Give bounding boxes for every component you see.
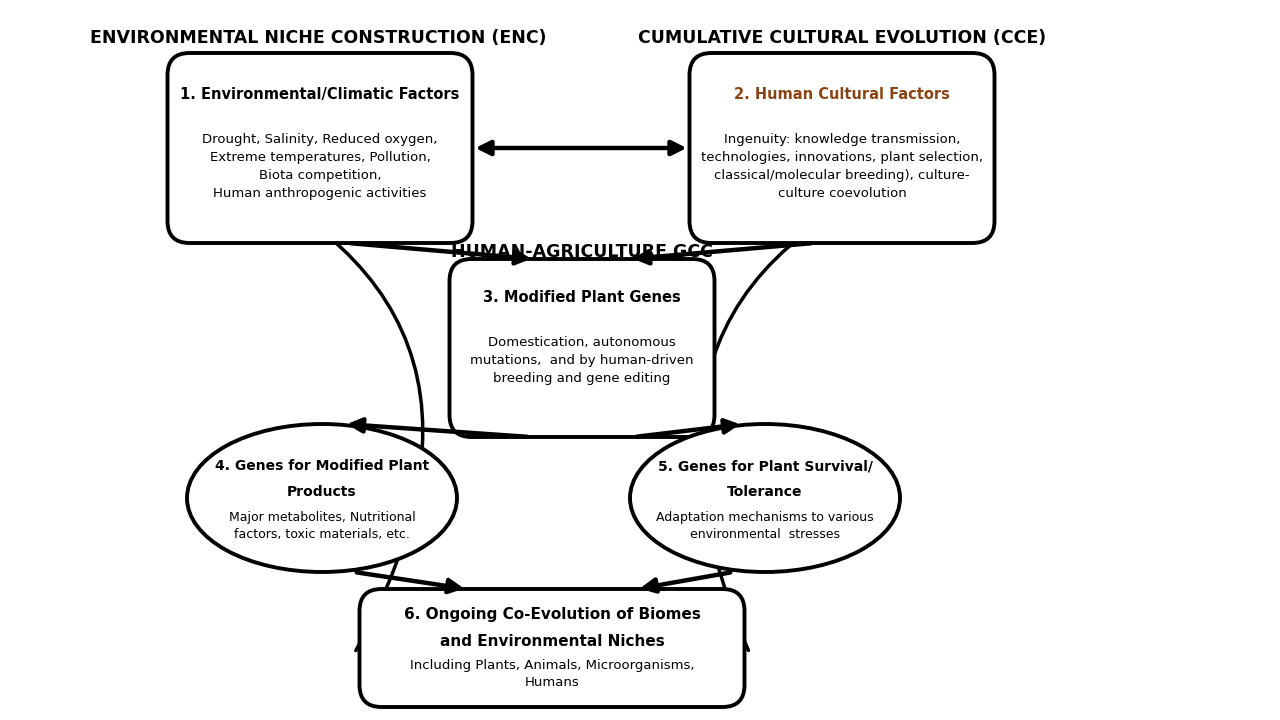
Text: 2. Human Cultural Factors: 2. Human Cultural Factors — [733, 86, 950, 102]
Text: HUMAN-AGRICULTURE GCC: HUMAN-AGRICULTURE GCC — [451, 243, 713, 261]
Text: 1. Environmental/Climatic Factors: 1. Environmental/Climatic Factors — [180, 86, 460, 102]
FancyBboxPatch shape — [168, 53, 472, 243]
Text: CUMULATIVE CULTURAL EVOLUTION (CCE): CUMULATIVE CULTURAL EVOLUTION (CCE) — [637, 29, 1046, 47]
Text: 6. Ongoing Co-Evolution of Biomes: 6. Ongoing Co-Evolution of Biomes — [403, 608, 700, 623]
Text: Major metabolites, Nutritional
factors, toxic materials, etc.: Major metabolites, Nutritional factors, … — [229, 511, 416, 541]
Text: ENVIRONMENTAL NICHE CONSTRUCTION (ENC): ENVIRONMENTAL NICHE CONSTRUCTION (ENC) — [90, 29, 547, 47]
Ellipse shape — [187, 424, 457, 572]
Text: 5. Genes for Plant Survival/: 5. Genes for Plant Survival/ — [658, 459, 873, 473]
FancyBboxPatch shape — [360, 589, 745, 707]
Text: 4. Genes for Modified Plant: 4. Genes for Modified Plant — [215, 459, 429, 473]
Text: Domestication, autonomous
mutations,  and by human-driven
breeding and gene edit: Domestication, autonomous mutations, and… — [470, 336, 694, 384]
FancyBboxPatch shape — [449, 259, 714, 437]
Text: Tolerance: Tolerance — [727, 485, 803, 499]
Text: Products: Products — [287, 485, 357, 499]
Text: Drought, Salinity, Reduced oxygen,
Extreme temperatures, Pollution,
Biota compet: Drought, Salinity, Reduced oxygen, Extre… — [202, 132, 438, 199]
Text: 3. Modified Plant Genes: 3. Modified Plant Genes — [483, 290, 681, 305]
FancyBboxPatch shape — [690, 53, 995, 243]
Text: Including Plants, Animals, Microorganisms,
Humans: Including Plants, Animals, Microorganism… — [410, 659, 694, 689]
Ellipse shape — [630, 424, 900, 572]
Text: and Environmental Niches: and Environmental Niches — [439, 634, 664, 649]
Text: Ingenuity: knowledge transmission,
technologies, innovations, plant selection,
c: Ingenuity: knowledge transmission, techn… — [701, 132, 983, 199]
Text: Adaptation mechanisms to various
environmental  stresses: Adaptation mechanisms to various environ… — [657, 511, 874, 541]
